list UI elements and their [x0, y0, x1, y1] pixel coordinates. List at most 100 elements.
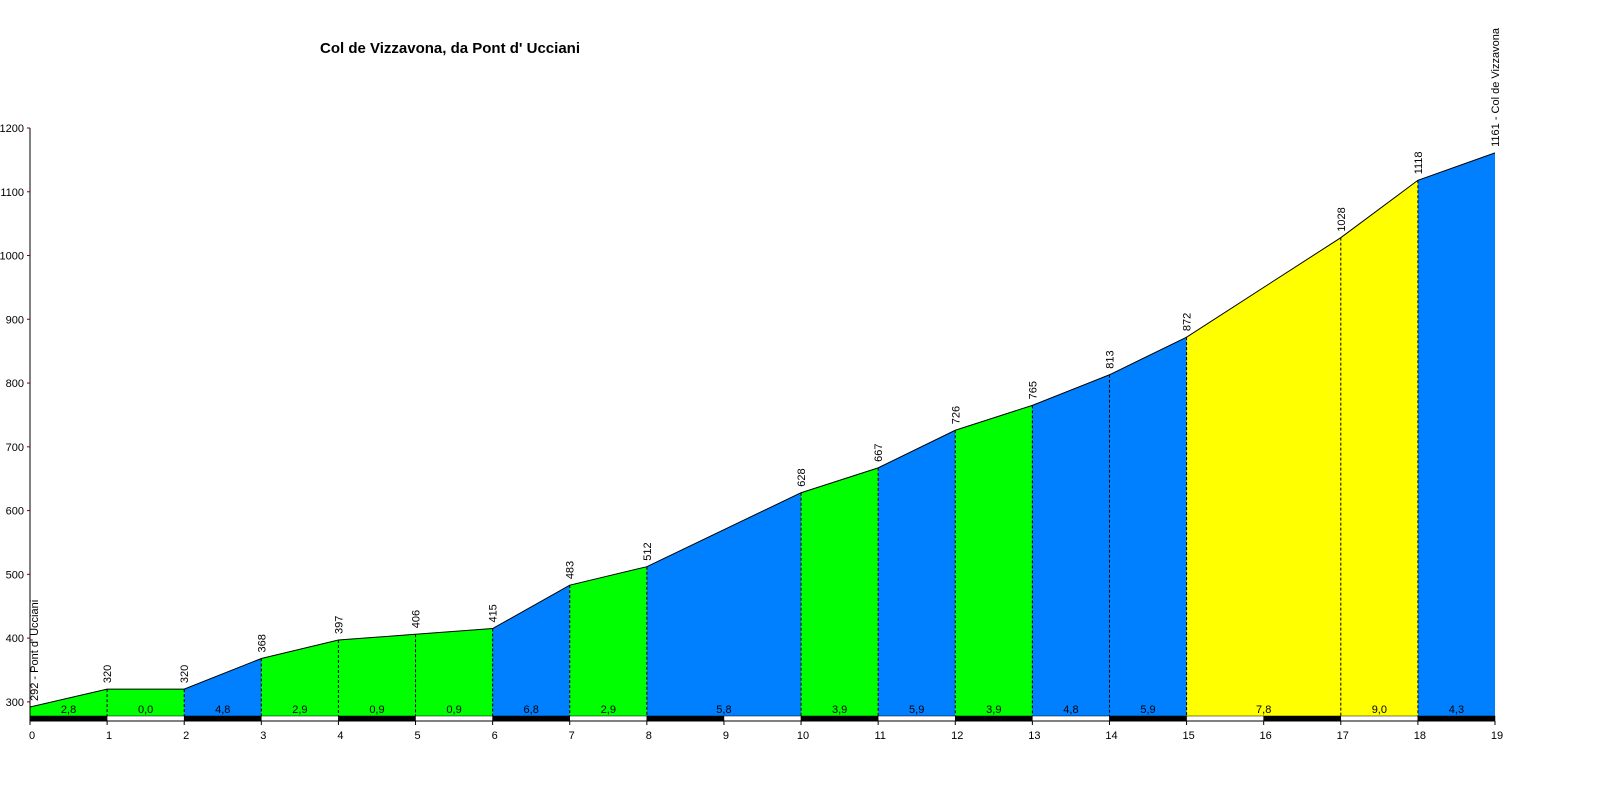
x-tick-label: 17	[1337, 730, 1349, 742]
x-tick-label: 12	[951, 730, 963, 742]
elevation-label: 483	[565, 561, 577, 579]
elevation-label: 368	[256, 634, 268, 652]
elevation-label: 320	[102, 665, 114, 683]
km-bar	[29, 715, 108, 722]
x-tick-label: 1	[106, 730, 112, 742]
elevation-label: 512	[642, 542, 654, 560]
km-bar	[338, 715, 416, 722]
gradient-segment	[569, 566, 647, 716]
x-tick-label: 5	[414, 730, 420, 742]
gradient-segment	[1340, 180, 1418, 717]
gradient-label: 2,9	[292, 704, 307, 716]
profile-line	[29, 152, 1496, 708]
gradient-label: 9,0	[1372, 704, 1387, 716]
gradient-label: 3,9	[986, 704, 1001, 716]
gradient-label: 7,8	[1256, 704, 1271, 716]
gradient-label: 5,9	[909, 704, 924, 716]
y-tick-label: 500	[6, 569, 24, 581]
y-tick-label: 1200	[0, 123, 24, 135]
km-bar	[723, 715, 802, 722]
x-tick-label: 11	[874, 730, 885, 742]
elevation-label: 415	[488, 604, 500, 622]
km-bar	[183, 715, 262, 722]
y-tick-label: 300	[6, 697, 24, 709]
elevation-label: 765	[1027, 381, 1039, 399]
km-bar	[646, 715, 725, 722]
gradient-segment	[1032, 374, 1110, 716]
x-tick-label: 18	[1414, 730, 1426, 742]
gradient-segment	[1417, 152, 1495, 716]
gradient-label: 6,8	[524, 704, 539, 716]
gradient-label: 2,8	[61, 704, 76, 716]
gradient-label: 4,3	[1449, 704, 1464, 716]
gradient-segment	[1109, 337, 1187, 716]
elevation-label: 726	[950, 406, 962, 424]
chart-title: Col de Vizzavona, da Pont d' Ucciani	[320, 40, 580, 57]
x-tick-label: 15	[1182, 730, 1194, 742]
gradient-label: 5,9	[1140, 704, 1155, 716]
gradient-segment	[646, 492, 802, 716]
gradient-label: 5,8	[716, 704, 731, 716]
km-bar	[1109, 715, 1187, 722]
km-bar	[1032, 715, 1110, 722]
x-tick-label: 13	[1028, 730, 1040, 742]
x-tick-label: 0	[29, 730, 35, 742]
gradient-segment	[107, 689, 185, 716]
elevation-label: 1028	[1336, 207, 1348, 231]
gradient-segment	[415, 628, 493, 716]
km-bar	[1263, 715, 1342, 722]
x-tick-label: 16	[1260, 730, 1272, 742]
gradient-label: 0,9	[369, 704, 384, 716]
km-bar	[877, 715, 956, 722]
gradient-label: 4,8	[1063, 704, 1078, 716]
y-tick-label: 400	[6, 633, 24, 645]
km-bar	[106, 715, 185, 722]
km-bar	[955, 715, 1033, 722]
elevation-label: 406	[411, 610, 423, 628]
km-bar	[261, 715, 339, 722]
x-tick-label: 6	[492, 730, 498, 742]
gradient-segment	[184, 658, 262, 716]
gradient-segment	[1186, 237, 1341, 717]
elevation-label: 1118	[1413, 151, 1425, 174]
y-tick-label: 800	[6, 378, 24, 390]
x-tick-label: 9	[723, 730, 729, 742]
gradient-label: 4,8	[215, 704, 230, 716]
x-tick-label: 4	[337, 730, 343, 742]
x-tick-label: 2	[183, 730, 189, 742]
gradient-segment	[955, 405, 1033, 716]
y-tick-label: 600	[6, 506, 24, 518]
elevation-label: 628	[796, 468, 808, 486]
elevation-label: 667	[873, 443, 885, 461]
elevation-label: 397	[333, 616, 345, 634]
x-tick-label: 10	[797, 730, 809, 742]
y-tick-label: 1000	[0, 251, 24, 263]
y-tick-label: 900	[6, 314, 24, 326]
elevation-label: 872	[1182, 313, 1194, 331]
elevation-label: 320	[179, 665, 191, 683]
gradient-label: 3,9	[832, 704, 847, 716]
km-bar	[1340, 715, 1419, 722]
km-bar	[1417, 715, 1496, 722]
gradient-label: 2,9	[601, 704, 616, 716]
gradient-label: 0,9	[446, 704, 461, 716]
gradient-segment	[261, 640, 339, 716]
gradient-label: 0,0	[138, 704, 153, 716]
x-tick-label: 3	[260, 730, 266, 742]
x-tick-label: 19	[1491, 730, 1503, 742]
elevation-label: 813	[1104, 350, 1116, 368]
km-bar	[1186, 715, 1264, 722]
elevation-label: 292 - Pont d' Ucciani	[29, 600, 41, 701]
km-bar	[415, 715, 493, 722]
y-tick-label: 1100	[0, 187, 24, 199]
km-bar	[800, 715, 879, 722]
elevation-label: 1161 - Col de Vizzavona	[1490, 27, 1502, 147]
x-tick-label: 7	[569, 730, 575, 742]
x-tick-label: 8	[646, 730, 652, 742]
km-bar	[569, 715, 648, 722]
y-tick-label: 700	[6, 442, 24, 454]
gradient-segment	[801, 467, 879, 716]
gradient-segment	[878, 430, 956, 716]
gradient-segment	[338, 634, 416, 716]
